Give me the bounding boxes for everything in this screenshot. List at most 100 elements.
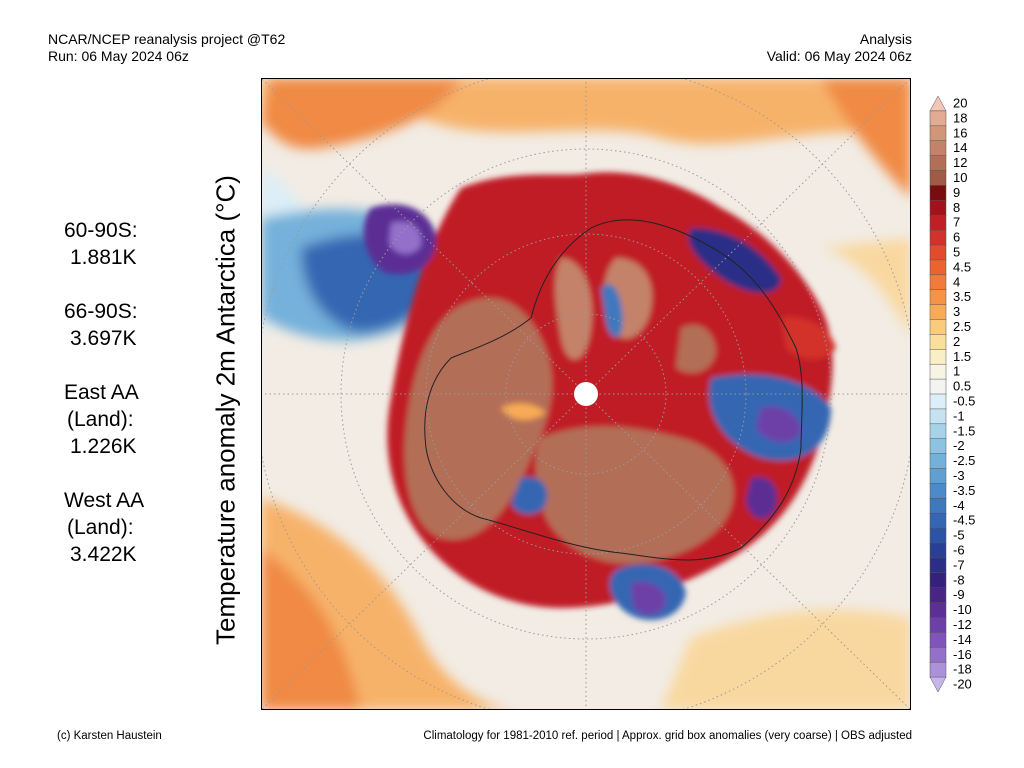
header-left: NCAR/NCEP reanalysis project @T62 Run: 0… [48,31,285,65]
colorbar-tick-label: -0.5 [953,393,975,408]
colorbar-swatch [929,289,947,306]
colorbar-tick-label: 1 [953,364,960,379]
stat-value: 3.422K [70,543,137,566]
colorbar-swatch [929,632,947,649]
colorbar-tick-label: 2.5 [953,319,971,334]
colorbar-swatch [929,185,947,202]
stat-label: 66-90S: [64,300,138,323]
colorbar-tick-label: -7 [953,557,965,572]
run-time: Run: 06 May 2024 06z [48,48,189,64]
colorbar-tick-label: 0.5 [953,379,971,394]
colorbar-tick-label: 16 [953,125,967,140]
colorbar-tick-label: -4 [953,498,965,513]
colorbar-tick-label: 1.5 [953,349,971,364]
colorbar-tick-label: 14 [953,140,967,155]
colorbar-swatch [929,259,947,276]
stat-60-90s: 60-90S: 1.881K [64,217,138,271]
colorbar-cap-bottom [929,676,947,693]
colorbar-swatch [929,140,947,157]
stat-label: 60-90S: [64,219,138,242]
colorbar-swatch [929,349,947,365]
colorbar-swatch [929,617,947,634]
colorbar-swatch [929,453,947,470]
valid-time: Valid: 06 May 2024 06z [766,48,912,64]
colorbar-swatch [929,155,947,172]
colorbar-swatch [929,170,947,187]
colorbar-swatch [929,468,947,485]
stat-value: 1.226K [70,435,137,458]
colorbar-tick-label: 4 [953,274,960,289]
colorbar-tick-label: -5 [953,528,965,543]
colorbar-swatches [929,95,947,693]
antarctica-coastline [424,219,803,561]
colorbar-labels: 201816141210987654.543.532.521.510.5-0.5… [953,95,975,691]
colorbar-swatch [929,214,947,231]
colorbar-swatch [929,602,947,619]
colorbar-swatch [929,125,947,142]
colorbar-tick-label: -18 [953,662,972,677]
colorbar-tick-label: 6 [953,230,960,245]
colorbar-swatch [929,483,947,500]
colorbar-tick-label: -3 [953,468,965,483]
colorbar-tick-label: 3.5 [953,289,971,304]
colorbar-tick-label: -2.5 [953,453,975,468]
colorbar-swatch [929,319,947,336]
colorbar-tick-label: 9 [953,185,960,200]
colorbar-tick-label: -9 [953,587,965,602]
stat-value: 1.881K [70,246,137,269]
colorbar-swatch [929,304,947,321]
lat-lon-grid [261,78,911,710]
colorbar-tick-label: -14 [953,632,972,647]
colorbar-tick-label: -1 [953,408,965,423]
header-right: Analysis Valid: 06 May 2024 06z [767,31,912,65]
stat-east-aa: East AA (Land): 1.226K [64,379,139,460]
colorbar: 201816141210987654.543.532.521.510.5-0.5… [929,95,975,693]
colorbar-tick-label: 10 [953,170,967,185]
colorbar-tick-label: 20 [953,95,967,110]
colorbar-tick-label: 5 [953,244,960,259]
stat-label: (Land): [67,408,134,431]
copyright: (c) Karsten Haustein [57,730,162,742]
colorbar-swatch [929,229,947,246]
colorbar-tick-label: -4.5 [953,513,975,528]
stat-label: East AA [64,381,139,404]
colorbar-swatch [929,557,947,574]
colorbar-tick-label: -6 [953,542,965,557]
colorbar-tick-label: 2 [953,334,960,349]
colorbar-swatch [929,393,947,410]
model-title: NCAR/NCEP reanalysis project @T62 [48,31,286,47]
analysis-label: Analysis [859,31,912,47]
colorbar-swatch [929,423,947,440]
colorbar-swatch [929,572,947,589]
colorbar-swatch [929,274,947,291]
anomaly-map [261,78,911,710]
y-axis-label: Temperature anomaly 2m Antarctica (°C) [210,175,241,645]
colorbar-swatch [929,647,947,663]
colorbar-tick-label: -16 [953,647,972,662]
colorbar-swatch [929,542,947,559]
colorbar-swatch [929,244,947,261]
field-inner [363,172,836,620]
colorbar-swatch [929,334,947,351]
colorbar-tick-label: 7 [953,215,960,230]
colorbar-swatch [929,512,947,529]
colorbar-tick-label: -3.5 [953,483,975,498]
map-frame [261,78,911,710]
pole-marker [574,382,598,406]
stat-66-90s: 66-90S: 3.697K [64,298,138,352]
colorbar-cap-top [929,95,947,112]
colorbar-tick-label: 12 [953,155,967,170]
colorbar-tick-label: 8 [953,200,960,215]
colorbar-swatch [929,587,947,604]
stat-value: 3.697K [70,327,137,350]
colorbar-tick-label: -12 [953,617,972,632]
stat-label: (Land): [67,516,134,539]
colorbar-swatch [929,408,947,425]
colorbar-swatch [929,110,947,127]
colorbar-swatch [929,498,947,514]
stat-label: West AA [64,489,145,512]
colorbar-tick-label: 4.5 [953,259,971,274]
colorbar-swatch [929,363,947,380]
colorbar-tick-label: -1.5 [953,423,975,438]
colorbar-tick-label: -8 [953,572,965,587]
